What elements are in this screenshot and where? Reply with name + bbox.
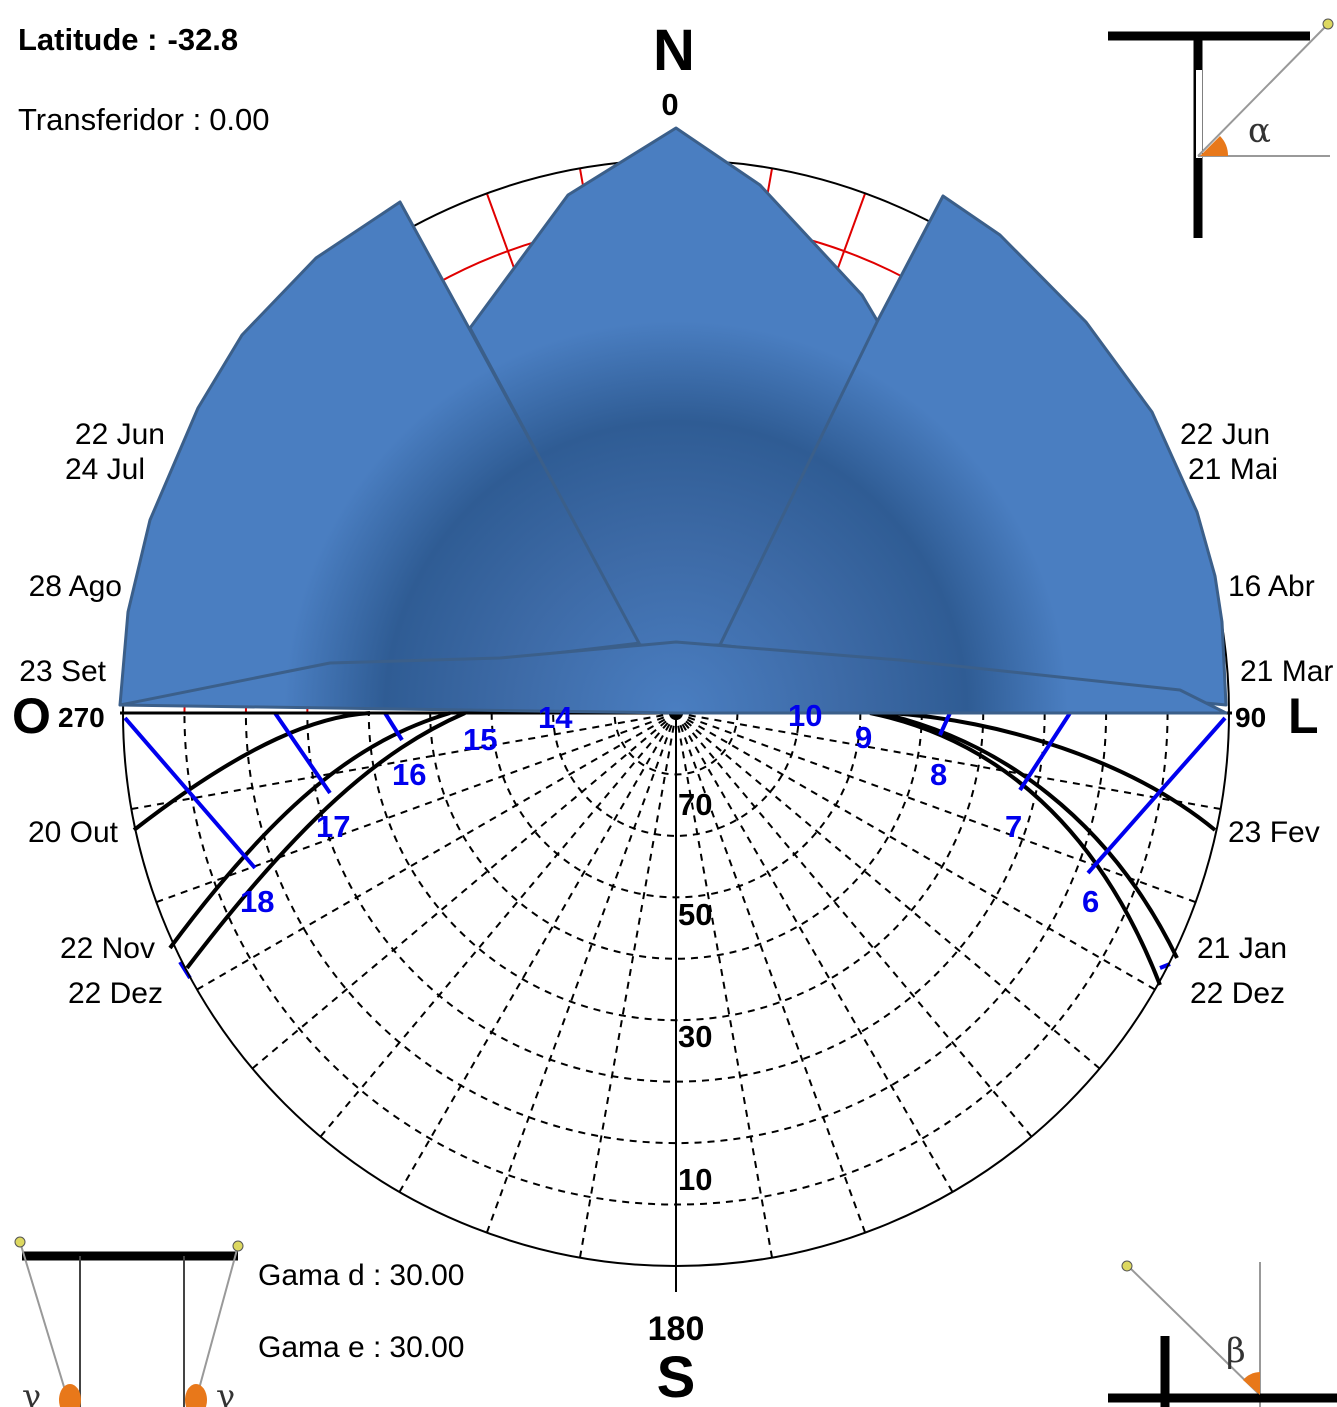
deg-west: 270: [58, 702, 105, 733]
hour-line-18: [123, 716, 257, 870]
date-label: 23 Set: [19, 655, 106, 688]
marker-dot-icon: [1121, 1260, 1133, 1272]
altitude-label: 30: [678, 1019, 712, 1054]
compass-west: O: [12, 688, 51, 744]
sun-path-nov: [168, 711, 1179, 959]
angle-marker-icon: [59, 1384, 81, 1407]
date-label: 23 Fev: [1228, 816, 1320, 849]
altitude-labels: 70 50 30 10: [678, 787, 712, 1197]
hour-line-6: [1086, 716, 1227, 875]
azimuth-line: [485, 713, 677, 1233]
altitude-label: 50: [678, 897, 712, 932]
compass-north: N: [653, 18, 695, 83]
deg-south: 180: [648, 1310, 705, 1348]
date-labels-right: 22 Jun 21 Mai 16 Abr 21 Mar 23 Fev 21 Ja…: [1180, 418, 1333, 1010]
date-label: 22 Jun: [1180, 418, 1270, 451]
azimuth-line: [156, 713, 677, 904]
date-label: 22 Dez: [1190, 977, 1285, 1010]
angle-marker-icon: [185, 1384, 207, 1407]
date-label: 28 Ago: [29, 570, 122, 603]
date-label: 20 Out: [28, 816, 119, 849]
gama-d-label: Gama d :30.00: [258, 1259, 464, 1292]
altitude-label: 70: [678, 787, 712, 822]
azimuth-line: [131, 713, 677, 811]
compass-east: L: [1288, 688, 1319, 744]
alpha-angle-inset: α: [1108, 18, 1334, 238]
azimuth-line: [675, 713, 1221, 811]
azimuth-line: [251, 713, 677, 1070]
date-label: 22 Jun: [75, 418, 165, 451]
sun-path-outer: [132, 711, 1217, 832]
marker-dot-icon: [232, 1240, 244, 1252]
date-label: 22 Dez: [68, 977, 163, 1010]
date-label: 16 Abr: [1228, 570, 1315, 603]
azimuth-line: [675, 713, 1196, 904]
azimuth-line: [675, 713, 774, 1258]
date-labels-left: 22 Jun 24 Jul 28 Ago 23 Set 20 Out 22 No…: [19, 418, 165, 1010]
mask-right: [718, 194, 1228, 707]
altitude-label: 10: [678, 1162, 712, 1197]
hour-label: 14: [538, 700, 573, 735]
sun-paths: [132, 711, 1217, 986]
compass-south: S: [657, 1345, 696, 1407]
angle-marker-icon: [1243, 1372, 1260, 1395]
transferidor-label: Transferidor :0.00: [18, 102, 270, 137]
gama-e-label: Gama e :30.00: [258, 1331, 464, 1364]
azimuth-line: [398, 713, 677, 1193]
azimuth-line: [675, 713, 1033, 1138]
azimuth-line: [319, 713, 677, 1138]
gamma-symbol: γ: [22, 1377, 41, 1407]
mask-bottom-band: [118, 640, 1228, 715]
date-label: 21 Mar: [1240, 655, 1333, 688]
hour-label: 6: [1082, 884, 1099, 919]
hour-label: 9: [855, 720, 872, 755]
gamma-angle-inset: γ γ: [14, 1236, 244, 1407]
hour-labels: 15 14 16 17 18 10 9 8 7 6: [240, 698, 1099, 919]
hour-line-8: [938, 712, 952, 736]
azimuth-line: [675, 713, 954, 1193]
hour-label: 17: [316, 809, 350, 844]
hour-label: 8: [930, 757, 947, 792]
azimuth-line: [675, 713, 1101, 1070]
alpha-symbol: α: [1248, 111, 1271, 151]
azimuth-line: [675, 713, 1156, 991]
deg-east: 90: [1235, 702, 1266, 733]
azimuth-line: [196, 713, 677, 991]
hour-label: 15: [463, 722, 497, 757]
hour-label: 16: [392, 757, 426, 792]
hour-line-7: [1018, 711, 1072, 792]
date-label: 22 Nov: [60, 932, 155, 965]
hour-label: 18: [240, 884, 274, 919]
date-label: 21 Mai: [1188, 453, 1278, 486]
marker-dot-icon: [14, 1236, 26, 1248]
hour-label: 7: [1005, 809, 1022, 844]
date-label: 21 Jan: [1197, 932, 1287, 965]
hour-lines: [123, 711, 1227, 980]
beta-symbol: β: [1226, 1331, 1246, 1371]
hour-line-17: [273, 711, 332, 795]
shading-mask: [118, 126, 1228, 715]
angle-marker-icon: [1200, 136, 1229, 156]
gamma-symbol: γ: [216, 1377, 235, 1407]
date-label: 24 Jul: [65, 453, 145, 486]
hour-line-16: [383, 711, 404, 742]
beta-angle-inset: β: [1108, 1260, 1337, 1407]
azimuth-line: [578, 713, 677, 1258]
deg-north: 0: [661, 87, 678, 122]
sun-path-dez: [185, 711, 1162, 986]
azimuth-line: [675, 713, 867, 1233]
marker-dot-icon: [1322, 18, 1334, 30]
latitude-label: Latitude : -32.8: [18, 22, 238, 57]
hour-label: 10: [788, 698, 822, 733]
